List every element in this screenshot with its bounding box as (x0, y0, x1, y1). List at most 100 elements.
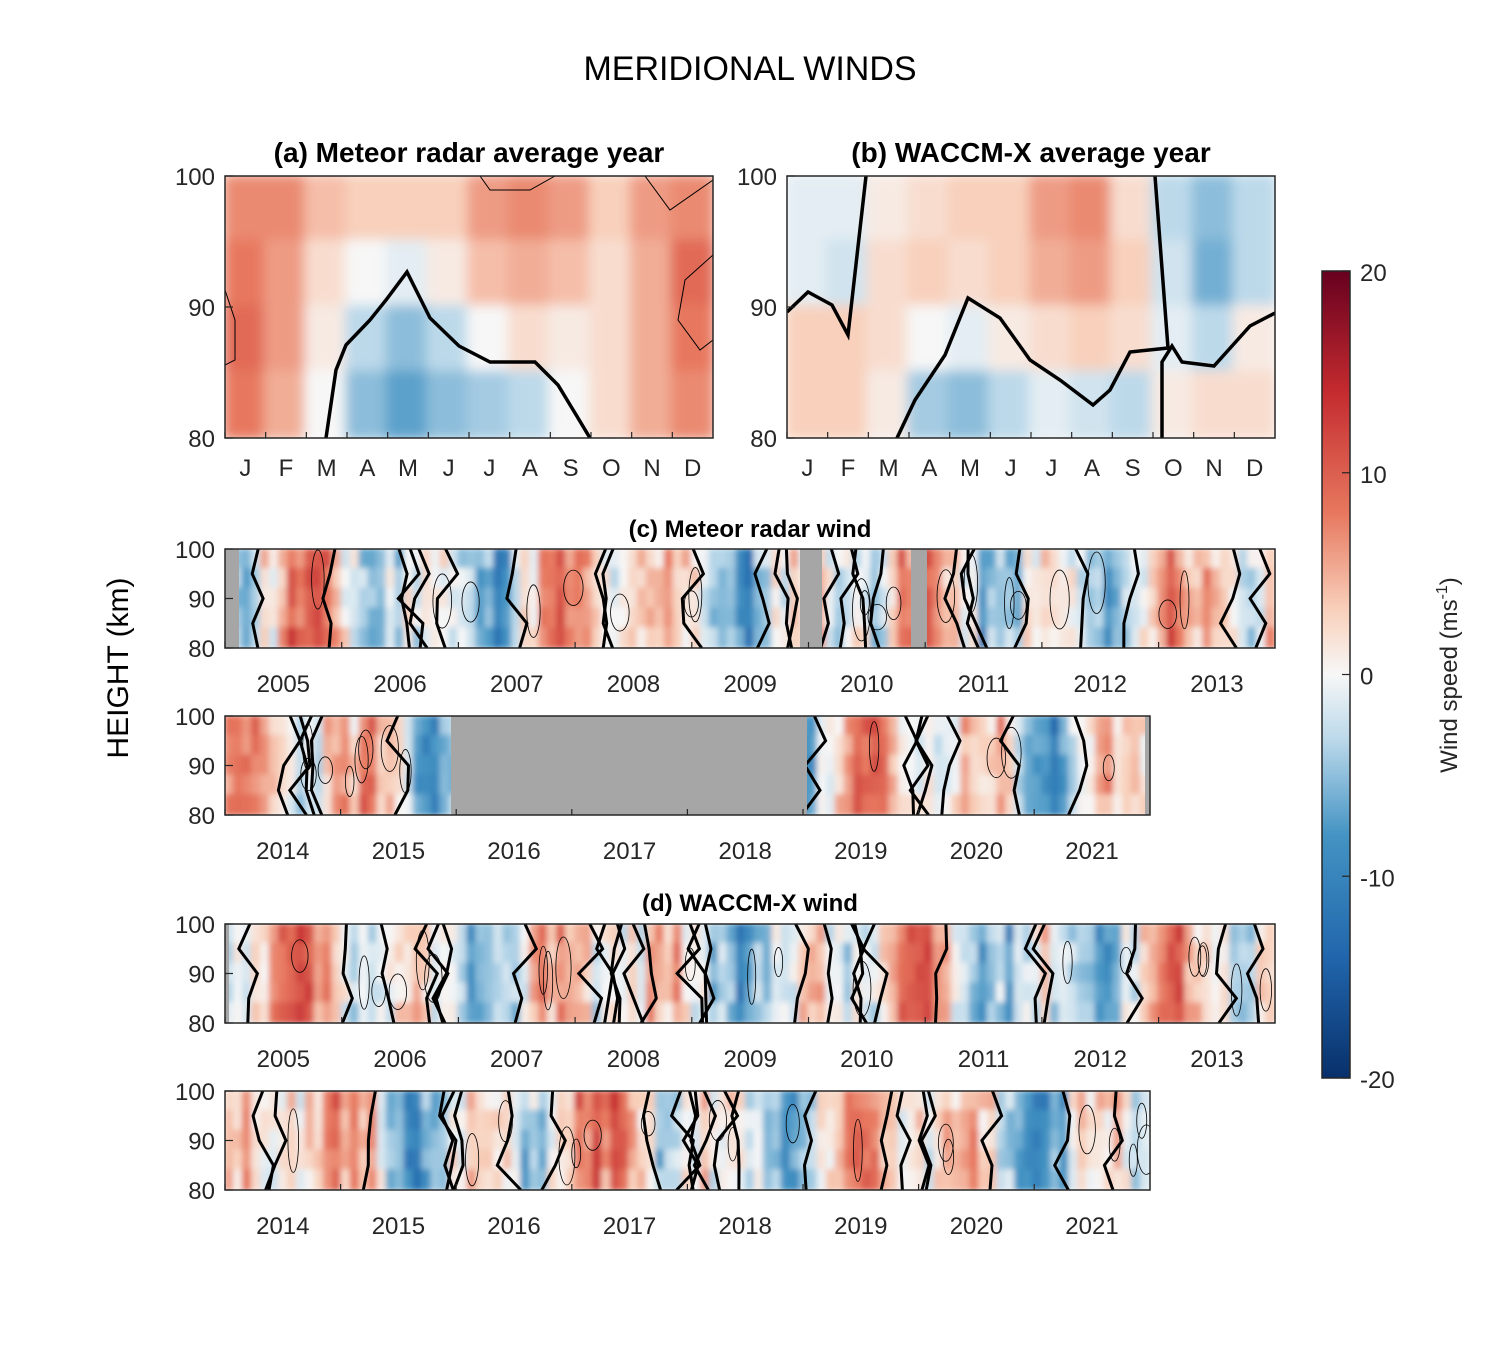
heatmap-cell (403, 982, 415, 1005)
heatmap-cell (457, 1002, 469, 1023)
heatmap-cell (1058, 942, 1070, 965)
heatmap-cell (439, 1129, 451, 1152)
heatmap-cell (340, 1129, 352, 1152)
heatmap-cell (1184, 942, 1196, 965)
zero-contour (675, 1091, 702, 1190)
panel-c1-xtick-label: 2012 (1074, 671, 1127, 698)
panel-c1-xtick-label: 2008 (607, 671, 660, 698)
heatmap-cell (1131, 734, 1143, 757)
heatmap-cell (825, 1129, 837, 1152)
panel-c1-xtick-label: 2006 (373, 671, 426, 698)
heatmap-cell (1050, 1129, 1062, 1152)
heatmap-cell (816, 1129, 828, 1152)
panel-b-xtick-label: M (960, 455, 980, 482)
heatmap-cell (627, 962, 639, 985)
contour-thin (571, 1138, 582, 1169)
heatmap-cell (726, 549, 738, 570)
zero-contour (1218, 549, 1242, 648)
heatmap-cell (645, 607, 657, 630)
heatmap-cell (1247, 549, 1259, 570)
heatmap-cell (1031, 627, 1043, 648)
heatmap-cell (430, 1129, 442, 1152)
contour-thin (358, 729, 374, 770)
heatmap-cell (1058, 587, 1070, 610)
heatmap-cell (816, 924, 828, 945)
heatmap-cell (385, 1091, 397, 1112)
heatmap-cell (771, 942, 783, 965)
heatmap-cell (879, 716, 891, 737)
heatmap-cell (1059, 1129, 1071, 1152)
heatmap-cell (1013, 587, 1025, 610)
heatmap-cell (654, 627, 666, 648)
zero-contour (980, 1091, 1004, 1190)
heatmap-cell (951, 774, 963, 797)
heatmap-cell (825, 794, 837, 815)
heatmap-cell (1104, 794, 1116, 815)
heatmap-cell (484, 1169, 496, 1190)
panel-a-xtick-label: F (279, 455, 294, 482)
heatmap-cell (345, 176, 390, 244)
heatmap-cell (225, 774, 235, 797)
heatmap-cell (286, 587, 298, 610)
heatmap-cell (394, 549, 406, 570)
heatmap-cell (977, 942, 989, 965)
heatmap-cell (1121, 549, 1133, 570)
heatmap-cell (1085, 982, 1097, 1005)
heatmap-cell (825, 1169, 837, 1190)
heatmap-cell (295, 754, 307, 777)
heatmap-cell (529, 1091, 541, 1112)
heatmap-cell (843, 716, 855, 737)
heatmap-cell (367, 1129, 379, 1152)
heatmap-cell (556, 982, 568, 1005)
heatmap-cell (1005, 774, 1017, 797)
heatmap-cell (663, 587, 675, 610)
heatmap-cell (259, 549, 271, 570)
heatmap-cell (1175, 924, 1187, 945)
heatmap-cell (789, 567, 801, 590)
heatmap-cell (295, 1149, 307, 1172)
heatmap-cell (618, 1002, 630, 1023)
heatmap-cell (888, 1149, 900, 1172)
heatmap-cell (295, 1129, 307, 1152)
heatmap-cell (286, 627, 298, 648)
heatmap-cell (807, 1109, 819, 1132)
heatmap-cell (295, 1091, 307, 1112)
heatmap-cell (1022, 982, 1034, 1005)
heatmap-cell (771, 1002, 783, 1023)
heatmap-cell (1113, 716, 1125, 737)
heatmap-cell (529, 567, 541, 590)
heatmap-cell (322, 1169, 334, 1190)
heatmap-cell (780, 982, 792, 1005)
heatmap-cell (385, 607, 397, 630)
panel-b-xtick-label: J (1005, 455, 1017, 482)
heatmap-cell (520, 1091, 532, 1112)
heatmap-cell (582, 982, 594, 1005)
heatmap-cell (834, 942, 846, 965)
heatmap-cell (1130, 1002, 1142, 1023)
heatmap-cell (484, 962, 496, 985)
heatmap-cell (277, 627, 289, 648)
heatmap-cell (941, 982, 953, 1005)
heatmap-cell (385, 627, 397, 648)
heatmap-cell (897, 924, 909, 945)
no-data-region (451, 716, 807, 815)
panel-c1-ytick-label: 80 (188, 636, 215, 663)
heatmap-cell (511, 627, 523, 648)
heatmap-cell (789, 1169, 801, 1190)
heatmap-cell (466, 627, 478, 648)
heatmap-cell (924, 774, 936, 797)
heatmap-cell (385, 774, 397, 797)
heatmap-cell (645, 1002, 657, 1023)
contour-thin (1108, 1127, 1121, 1162)
heatmap-cell (1229, 607, 1241, 630)
heatmap-cell (1004, 924, 1016, 945)
heatmap-cell (1049, 567, 1061, 590)
heatmap-cell (475, 607, 487, 630)
heatmap-cell (403, 1129, 415, 1152)
heatmap-cell (1032, 734, 1044, 757)
heatmap-cell (1122, 794, 1134, 815)
heatmap-cell (1191, 176, 1237, 244)
heatmap-cell (645, 587, 657, 610)
heatmap-cell (942, 716, 954, 737)
heatmap-cell (484, 627, 496, 648)
